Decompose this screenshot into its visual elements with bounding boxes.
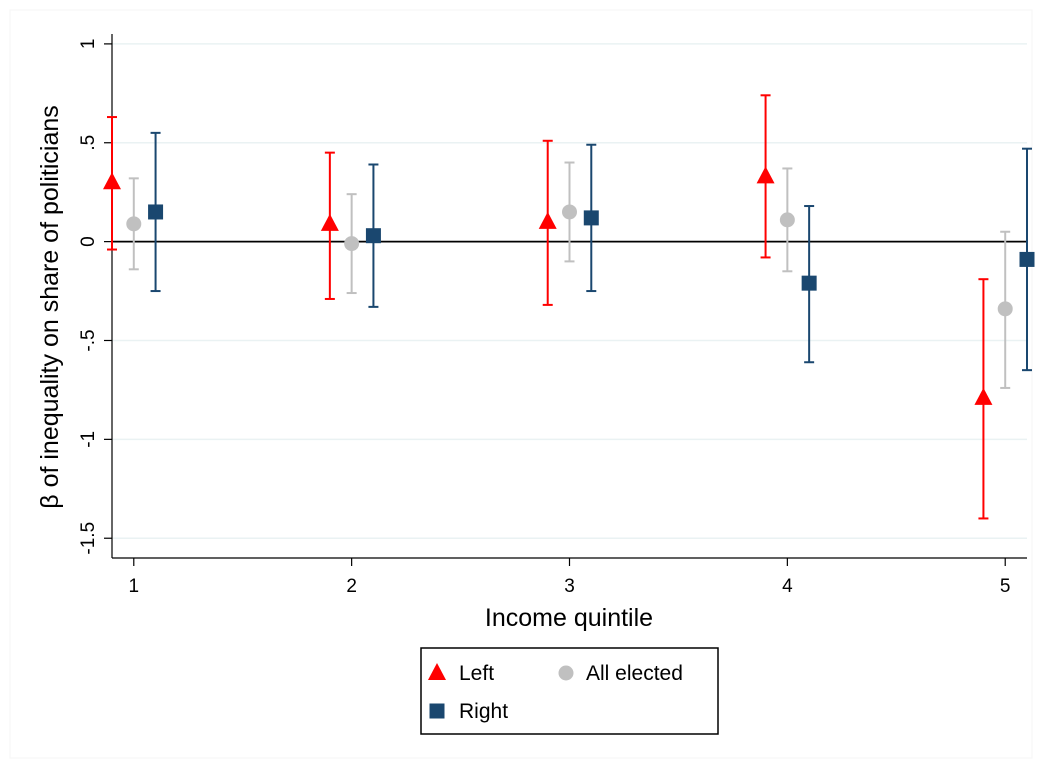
legend-marker [429, 703, 445, 719]
x-tick-label: 5 [1000, 576, 1011, 597]
y-tick-label: .5 [78, 135, 99, 151]
data-point [779, 212, 795, 228]
y-tick-label: 1 [78, 39, 99, 50]
x-tick-label: 3 [564, 576, 575, 597]
data-point [997, 301, 1013, 317]
data-point [974, 387, 993, 405]
x-tick-label: 4 [782, 576, 793, 597]
legend-item-right: Right [429, 700, 508, 723]
data-point [801, 275, 817, 291]
legend-marker [428, 663, 446, 680]
y-tick-label: -1.5 [78, 522, 99, 555]
legend-box [420, 647, 719, 735]
data-point [756, 166, 775, 184]
y-tick-label: 0 [78, 236, 99, 247]
legend-item-all-elected: All elected [558, 662, 683, 685]
data-point [320, 213, 339, 231]
data-point [344, 236, 360, 252]
legend-item-left: Left [428, 662, 494, 685]
series-all-elected [126, 161, 1013, 389]
x-tick-label: 2 [346, 576, 357, 597]
x-axis-title: Income quintile [485, 604, 653, 632]
legend-label: Left [459, 662, 494, 685]
series-left [103, 94, 993, 520]
legend-marker [558, 665, 574, 681]
legend: Left All elected Right [420, 647, 719, 735]
y-axis-title: β of inequality on share of politicians [36, 105, 64, 509]
x-tick-label: 1 [128, 576, 139, 597]
data-point [1019, 251, 1035, 267]
data-point [126, 216, 142, 232]
data-point [538, 211, 557, 229]
chart-outer-frame [9, 9, 1033, 759]
data-point [562, 204, 577, 220]
y-tick-label: -1 [78, 431, 99, 448]
series [103, 94, 1035, 520]
data-point [103, 172, 121, 190]
data-point [365, 228, 381, 244]
data-point [148, 204, 164, 220]
data-point [583, 210, 599, 226]
series-right [148, 131, 1035, 372]
y-tick-label: -.5 [78, 329, 99, 351]
legend-label: All elected [586, 662, 683, 685]
legend-label: Right [459, 700, 508, 723]
